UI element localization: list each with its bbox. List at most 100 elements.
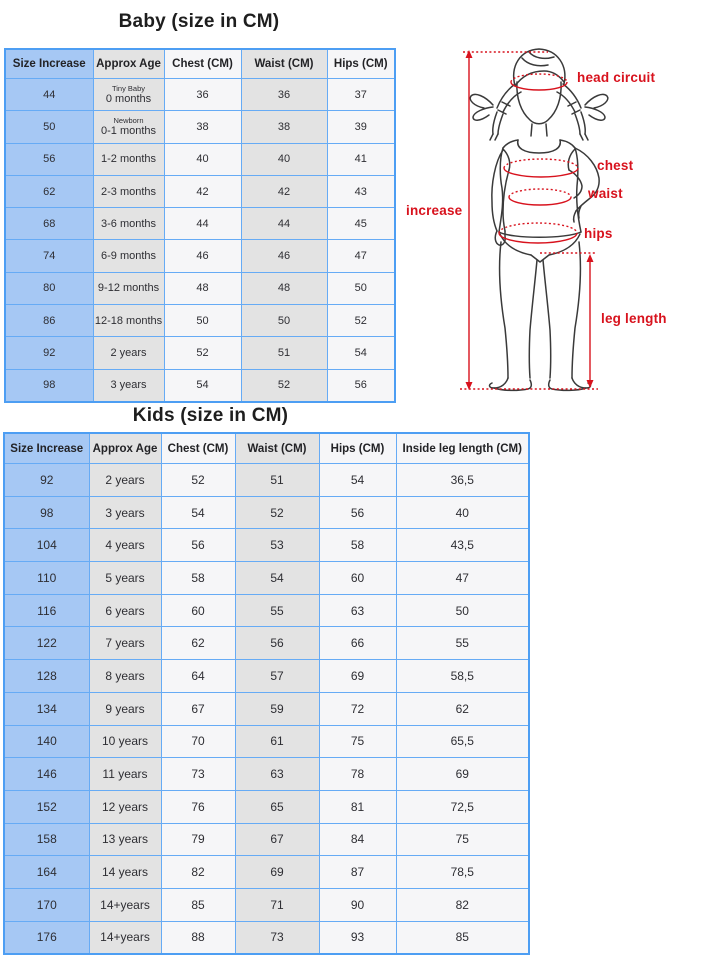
table-cell: 50 bbox=[240, 304, 328, 338]
table-cell: 47 bbox=[395, 561, 530, 595]
table-cell: 104 bbox=[3, 528, 90, 563]
table-cell: 60 bbox=[160, 593, 236, 628]
table-cell: 4 years bbox=[88, 528, 162, 563]
table-cell: 62 bbox=[395, 691, 530, 726]
table-cell: 2-3 months bbox=[92, 174, 165, 209]
table-cell: 116 bbox=[3, 593, 90, 628]
label-leg-length: leg length bbox=[601, 311, 667, 326]
table-cell: 93 bbox=[318, 920, 397, 955]
table-cell: 75 bbox=[395, 822, 530, 857]
table-cell: 164 bbox=[3, 855, 90, 889]
table-cell: 87 bbox=[318, 855, 397, 889]
table-cell: 67 bbox=[160, 691, 236, 726]
table-row: 80 9-12 months 48 48 50 bbox=[4, 271, 396, 306]
table-cell: 70 bbox=[160, 724, 236, 759]
girl-outline bbox=[469, 48, 609, 392]
table-cell: 50 bbox=[326, 271, 396, 306]
table-cell: 12 years bbox=[88, 789, 162, 824]
table-row: 44 Tiny Baby 0 months 36 36 37 bbox=[4, 77, 396, 112]
table-cell: 72 bbox=[318, 691, 397, 726]
table-cell: 42 bbox=[163, 174, 242, 209]
table-cell: 98 bbox=[4, 368, 94, 403]
table-cell: 78,5 bbox=[395, 855, 530, 889]
table-cell: 69 bbox=[234, 855, 320, 889]
table-cell: 56 bbox=[160, 528, 236, 563]
table-row: 170 14+years 85 71 90 82 bbox=[3, 887, 530, 922]
table-row: 98 3 years 54 52 56 40 bbox=[3, 495, 530, 530]
table-cell: 65 bbox=[234, 789, 320, 824]
table-cell: 37 bbox=[326, 77, 396, 112]
table-cell: 55 bbox=[395, 626, 530, 661]
column-header: Size Increase bbox=[3, 432, 90, 464]
table-row: 140 10 years 70 61 75 65,5 bbox=[3, 724, 530, 759]
head-circumference-ellipse bbox=[510, 73, 568, 91]
table-cell: 44 bbox=[4, 77, 94, 112]
table-cell: 62 bbox=[4, 174, 94, 209]
table-cell: 79 bbox=[160, 822, 236, 857]
column-header: Hips (CM) bbox=[326, 48, 396, 79]
table-row: 104 4 years 56 53 58 43,5 bbox=[3, 528, 530, 563]
table-cell: 72,5 bbox=[395, 789, 530, 824]
label-waist: waist bbox=[588, 186, 623, 201]
table-cell: 9-12 months bbox=[92, 271, 165, 306]
table-cell: 54 bbox=[326, 336, 396, 370]
table-cell: 5 years bbox=[88, 561, 162, 595]
table-cell: Tiny Baby 0 months bbox=[92, 77, 165, 112]
table-cell: 56 bbox=[326, 368, 396, 403]
table-cell: 54 bbox=[160, 495, 236, 530]
table-row: 116 6 years 60 55 63 50 bbox=[3, 593, 530, 628]
table-cell: 58,5 bbox=[395, 659, 530, 693]
table-cell: 55 bbox=[234, 593, 320, 628]
table-cell: 52 bbox=[160, 463, 236, 497]
table-cell: 68 bbox=[4, 207, 94, 241]
leg-length-arrow bbox=[586, 254, 594, 388]
table-cell: 45 bbox=[326, 207, 396, 241]
table-cell: 44 bbox=[240, 207, 328, 241]
table-row: 110 5 years 58 54 60 47 bbox=[3, 561, 530, 595]
table-cell: 176 bbox=[3, 920, 90, 955]
table-cell: 128 bbox=[3, 659, 90, 693]
table-cell: 92 bbox=[4, 336, 94, 370]
table-cell: 50 bbox=[395, 593, 530, 628]
table-cell: 2 years bbox=[88, 463, 162, 497]
table-cell: 66 bbox=[318, 626, 397, 661]
kids-size-table: Size Increase Approx Age Chest (CM) Waist (… bbox=[3, 432, 530, 955]
table-cell: 50 bbox=[4, 110, 94, 144]
table-cell: 110 bbox=[3, 561, 90, 595]
measurement-diagram bbox=[398, 36, 720, 404]
table-cell: 50 bbox=[163, 304, 242, 338]
table-cell: 73 bbox=[234, 920, 320, 955]
baby-table-title: Baby (size in CM) bbox=[118, 11, 280, 32]
table-row: 122 7 years 62 56 66 55 bbox=[3, 626, 530, 661]
table-cell: 92 bbox=[3, 463, 90, 497]
table-cell: 54 bbox=[234, 561, 320, 595]
table-cell: 3 years bbox=[88, 495, 162, 530]
table-cell: 62 bbox=[160, 626, 236, 661]
table-cell: 56 bbox=[234, 626, 320, 661]
label-head-circuit: head circuit bbox=[577, 70, 656, 85]
table-cell: 48 bbox=[240, 271, 328, 306]
table-cell: 82 bbox=[395, 887, 530, 922]
table-cell: Newborn 0-1 months bbox=[92, 110, 165, 144]
table-cell: 52 bbox=[240, 368, 328, 403]
table-cell: 67 bbox=[234, 822, 320, 857]
table-cell: 40 bbox=[395, 495, 530, 530]
table-cell: 85 bbox=[395, 920, 530, 955]
label-hips: hips bbox=[584, 226, 613, 241]
table-cell: 3 years bbox=[92, 368, 165, 403]
table-cell: 13 years bbox=[88, 822, 162, 857]
label-chest: chest bbox=[597, 158, 634, 173]
increase-arrow bbox=[465, 50, 473, 390]
table-row: 134 9 years 67 59 72 62 bbox=[3, 691, 530, 726]
column-header: Waist (CM) bbox=[234, 432, 320, 464]
table-cell: 80 bbox=[4, 271, 94, 306]
column-header: Inside leg length (CM) bbox=[395, 432, 530, 464]
table-row: 92 2 years 52 51 54 36,5 bbox=[3, 463, 530, 497]
table-cell: 39 bbox=[326, 110, 396, 144]
column-header: Approx Age bbox=[92, 48, 165, 79]
table-row: 86 12-18 months 50 50 52 bbox=[4, 304, 396, 338]
table-cell: 56 bbox=[4, 142, 94, 176]
baby-size-table: Size Increase Approx Age Chest (CM) Waist (… bbox=[4, 48, 396, 403]
table-cell: 60 bbox=[318, 561, 397, 595]
waist-ellipse bbox=[508, 188, 572, 206]
